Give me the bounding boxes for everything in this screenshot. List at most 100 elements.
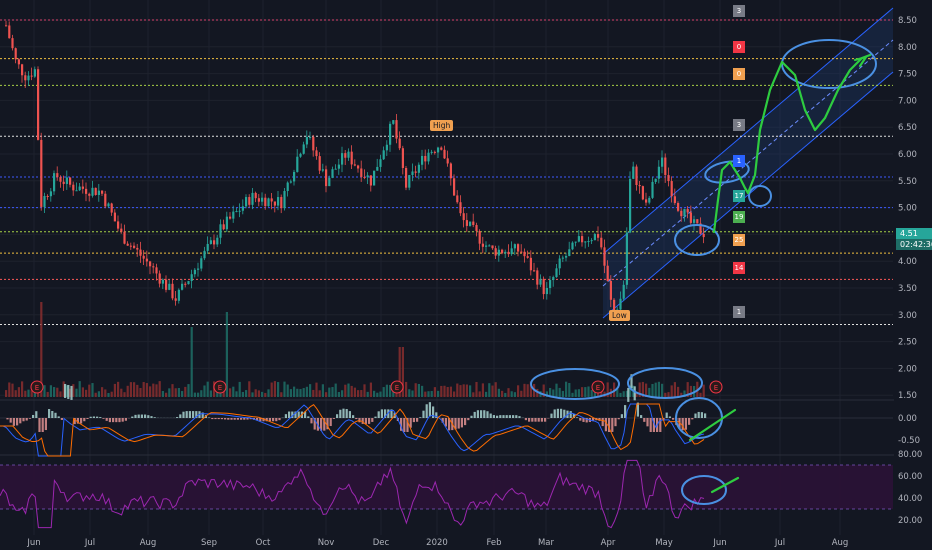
candle-body — [219, 224, 222, 238]
volume-bar — [238, 381, 241, 397]
volume-bar — [97, 391, 100, 397]
volume-bar — [286, 384, 289, 397]
macd-histogram-bar — [51, 411, 54, 418]
user-drawings — [530, 39, 877, 505]
volume-bar — [11, 383, 14, 397]
time-axis-label: Feb — [486, 538, 501, 548]
candle-body — [680, 210, 683, 217]
macd-histogram-bar — [41, 418, 44, 432]
macd-histogram-bar — [70, 385, 73, 400]
rsi-band-fill — [0, 465, 893, 509]
volume-bar — [197, 392, 200, 397]
volume-bar — [645, 383, 648, 397]
volume-bar — [133, 382, 136, 397]
candle-body — [389, 123, 392, 145]
volume-bar — [571, 392, 574, 397]
price-axis-label: 7.00 — [898, 96, 917, 106]
price-axis[interactable]: 8.508.007.507.006.506.005.505.004.504.00… — [894, 0, 932, 550]
macd-histogram-bar — [601, 418, 604, 427]
volume-bar — [254, 389, 257, 397]
candle-body — [475, 225, 478, 231]
earnings-marker-label: E — [714, 384, 718, 392]
volume-bar — [517, 385, 520, 397]
candle-body — [552, 277, 555, 281]
time-axis-label: Jun — [712, 538, 726, 548]
candle-body — [56, 173, 59, 178]
candle-body — [299, 153, 302, 157]
candle-body — [213, 240, 216, 245]
volume-bar — [664, 392, 667, 397]
macd-histogram-bar — [320, 418, 323, 431]
volume-bar — [158, 381, 161, 397]
candle-body — [379, 159, 382, 167]
macd-histogram-bar — [185, 411, 188, 418]
macd-histogram-bar — [182, 411, 185, 418]
candle-body — [590, 240, 593, 242]
macd-histogram-bar — [630, 374, 633, 389]
current-price-label: 4.51 — [896, 228, 932, 239]
candle-body — [85, 188, 88, 194]
volume-bar — [398, 347, 401, 397]
macd-histogram-bar — [627, 387, 630, 402]
volume-bar — [411, 390, 414, 397]
candle-body — [264, 197, 267, 207]
macd-histogram-bar — [54, 412, 57, 418]
time-axis-label: Mar — [538, 538, 555, 548]
projection-arrow — [853, 55, 868, 68]
macd-histogram-bar — [83, 418, 86, 422]
time-axis-label: Oct — [256, 538, 271, 548]
volume-bar — [117, 381, 120, 397]
volume-bar — [110, 391, 113, 397]
candle-body — [187, 281, 190, 285]
candle-body — [341, 153, 344, 165]
time-axis[interactable]: Jun Jul Aug Sep Oct Nov Dec 2020 Feb Mar Apr May Jun… — [26, 538, 848, 548]
macd-histogram-bar — [35, 411, 38, 418]
volume-bar — [334, 383, 337, 397]
candle-body — [523, 251, 526, 257]
bar-countdown-label: 02:42:36 — [896, 239, 932, 250]
candle-body — [69, 177, 72, 185]
macd-histogram-bar — [611, 418, 614, 432]
macd-histogram-bar — [89, 416, 92, 418]
volume-bar — [216, 391, 219, 397]
candle-body — [347, 151, 350, 158]
candle-body — [625, 232, 628, 285]
candle-body — [507, 251, 510, 255]
macd-histogram-bar — [25, 418, 28, 421]
candle-body — [174, 298, 177, 301]
macd-histogram-bar — [339, 409, 342, 418]
macd-histogram-bar — [464, 418, 467, 426]
macd-histogram-bar — [585, 418, 588, 423]
volume-bar — [478, 391, 481, 397]
candle-body — [577, 236, 580, 242]
price-axis-label: 4.00 — [898, 257, 917, 267]
macd-histogram-bar — [38, 418, 41, 432]
volume-bar — [8, 382, 11, 397]
rsi-axis-label: 20.00 — [898, 516, 922, 526]
volume-bar — [449, 386, 452, 397]
macd-histogram-bar — [691, 418, 694, 420]
macd-histogram-bar — [73, 418, 76, 425]
macd-histogram-bar — [428, 402, 431, 417]
level-flag: 19 — [733, 211, 745, 223]
candle-body — [437, 147, 440, 153]
macd-histogram-bar — [441, 418, 444, 423]
candle-body — [257, 198, 260, 202]
candle-body — [229, 216, 232, 219]
candle-body — [654, 178, 657, 182]
volume-bar — [510, 391, 513, 397]
volume-bar — [49, 385, 52, 397]
candle-body — [78, 186, 81, 191]
volume-bar — [587, 386, 590, 397]
candle-body — [609, 280, 612, 300]
macd-histogram-bar — [268, 418, 271, 422]
macd-histogram-bar — [636, 402, 639, 417]
candle-body — [670, 181, 673, 197]
candle-body — [238, 210, 241, 212]
candle-body — [62, 181, 65, 184]
macd-histogram-bar — [76, 418, 79, 424]
volume-bar — [59, 391, 62, 397]
volume-bar — [193, 392, 196, 397]
